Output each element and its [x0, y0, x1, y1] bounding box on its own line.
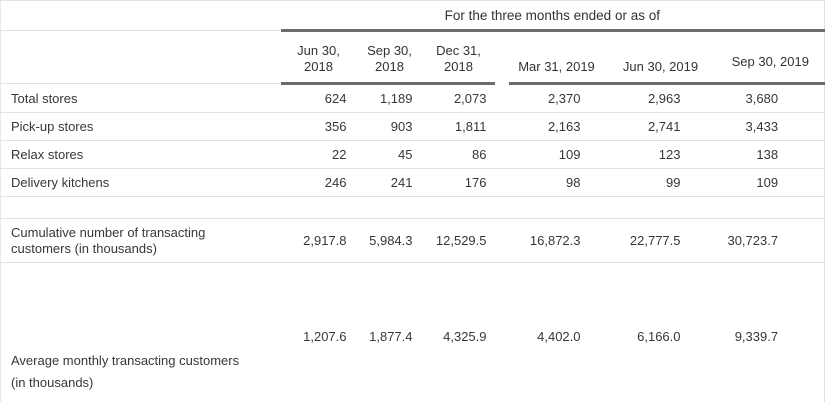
table-row-cumulative-transacting-customers: Cumulative number of transacting custome…	[0, 218, 825, 263]
column-header-jun30-2018: Jun 30, 2018	[280, 30, 357, 85]
column-header-line1: Sep 30,	[367, 43, 412, 58]
column-header-line1: Sep 30, 2019	[731, 54, 809, 69]
metric-value: 246	[280, 168, 357, 197]
metric-value: 4,402.0	[537, 329, 581, 344]
metric-value: 45	[356, 140, 423, 169]
metric-value: 99	[604, 168, 717, 197]
metric-value: 1,207.6	[303, 329, 347, 344]
spacer-cell	[0, 196, 825, 219]
column-header-line2: 2018	[444, 59, 473, 74]
metric-value: 138	[716, 140, 825, 169]
column-header-line1: Dec 31,	[436, 43, 481, 58]
metric-value: 2,370	[508, 83, 605, 113]
column-header-sep30-2018: Sep 30, 2018	[356, 30, 423, 85]
metric-label: Pick-up stores	[0, 112, 281, 141]
table-row-average-monthly-transacting-customers: Average monthly transacting customers (i…	[1, 263, 825, 402]
table-row-delivery-kitchens: Delivery kitchens 246 241 176 98 99 109	[0, 168, 825, 197]
spacer-row	[0, 196, 825, 219]
column-gap	[494, 168, 509, 197]
metric-label-note: (in thousands)	[11, 375, 94, 390]
metric-value: 356	[280, 112, 357, 141]
metric-value: 5,984.3	[356, 218, 423, 263]
metric-value: 2,917.8	[280, 218, 357, 263]
metric-value: 624	[280, 83, 357, 113]
metric-value: 109	[716, 168, 825, 197]
column-header-line2: 2018	[304, 59, 333, 74]
metric-value: 109	[508, 140, 605, 169]
metric-label: Total stores	[0, 83, 281, 113]
column-header-line1: Jun 30,	[297, 43, 340, 58]
column-header-jun30-2019: Jun 30, 2019	[604, 30, 717, 85]
metric-value: 98	[508, 168, 605, 197]
metric-label-text: Cumulative number of transacting custome…	[11, 224, 206, 256]
metric-value: 12,529.5	[422, 218, 495, 263]
metric-value: 16,872.3	[508, 218, 605, 263]
metric-value: 176	[422, 168, 495, 197]
column-header-dec31-2018: Dec 31, 2018	[422, 30, 495, 85]
metric-value: 6,166.0	[637, 329, 681, 344]
metric-label: Cumulative number of transacting custome…	[0, 218, 281, 263]
group-header-title: For the three months ended or as of	[280, 0, 825, 32]
metric-value: 2,741	[604, 112, 717, 141]
column-header-mar31-2019: Mar 31, 2019	[508, 30, 605, 85]
column-header-line2: 2018	[375, 59, 404, 74]
metric-label: Average monthly transacting customers (i…	[1, 263, 281, 402]
table-row-total-stores: Total stores 624 1,189 2,073 2,370 2,963…	[0, 83, 825, 113]
metric-value: 1,877.4	[369, 329, 413, 344]
column-header-spacer-cell	[0, 30, 281, 84]
metric-value: 86	[422, 140, 495, 169]
metric-value: 2,963	[604, 83, 717, 113]
column-header-sep30-2019: Sep 30, 2019	[716, 30, 825, 85]
metric-value: 1,811	[422, 112, 495, 141]
metric-value: 2,163	[508, 112, 605, 141]
metric-value: 1,189	[356, 83, 423, 113]
metric-value: 22,777.5	[604, 218, 717, 263]
metric-value: 22	[280, 140, 357, 169]
header-rule-gap	[495, 31, 509, 84]
group-header-spacer-cell	[0, 0, 281, 31]
metric-value: 3,680	[716, 83, 825, 113]
column-gap	[494, 140, 509, 169]
metric-label: Relax stores	[0, 140, 281, 169]
column-gap	[494, 83, 509, 113]
metric-value: 3,433	[716, 112, 825, 141]
table-row-pickup-stores: Pick-up stores 356 903 1,811 2,163 2,741…	[0, 112, 825, 141]
column-gap	[495, 263, 509, 402]
group-header-row: For the three months ended or as of	[0, 0, 825, 32]
column-gap	[494, 218, 509, 263]
metric-label: Delivery kitchens	[0, 168, 281, 197]
metric-value: 123	[604, 140, 717, 169]
metric-value: 2,073	[422, 83, 495, 113]
column-header-row: Jun 30, 2018 Sep 30, 2018 Dec 31, 2018 M…	[0, 30, 825, 85]
column-gap	[494, 112, 509, 141]
metric-value: 241	[356, 168, 423, 197]
metric-value: 9,339.7	[734, 329, 779, 344]
metric-value: 4,325.9	[443, 329, 487, 344]
table-row-relax-stores: Relax stores 22 45 86 109 123 138	[0, 140, 825, 169]
metric-value: 903	[356, 112, 423, 141]
metric-label-text: Average monthly transacting customers	[11, 353, 240, 368]
metric-value: 30,723.7	[716, 218, 825, 263]
